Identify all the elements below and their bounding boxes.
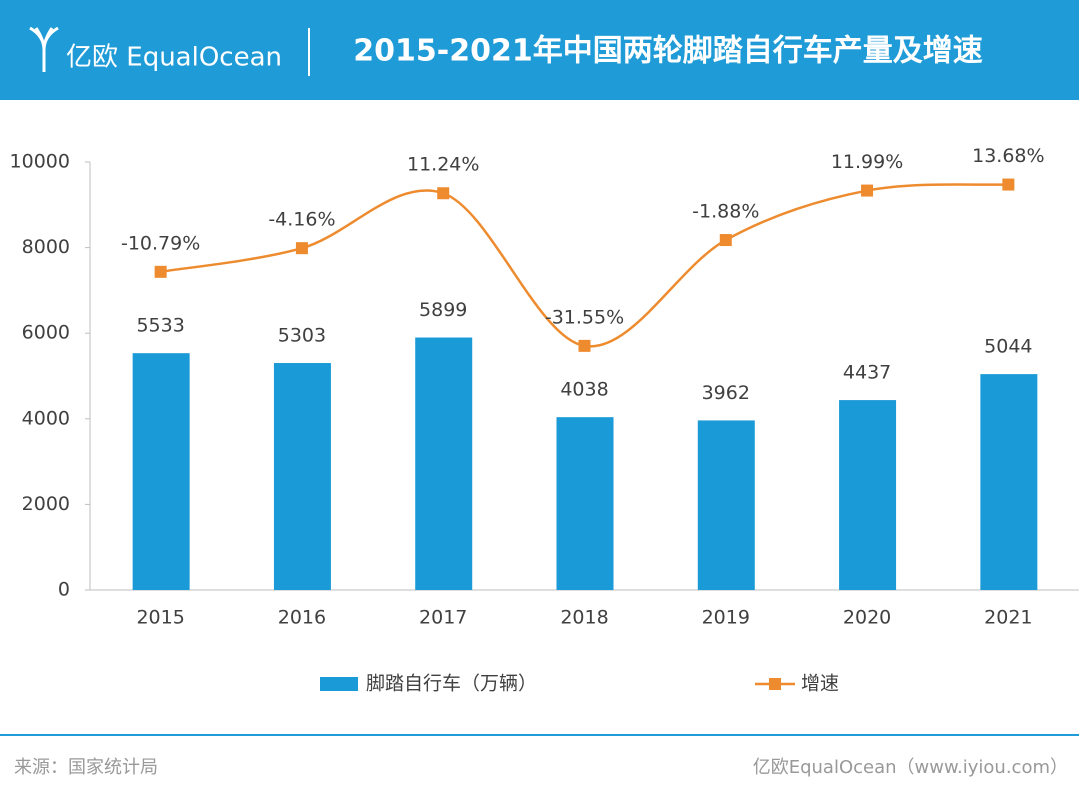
line-marker [437,187,450,200]
y-tick-label: 0 [58,579,70,601]
line-marker [295,242,308,255]
x-tick-label: 2016 [278,607,326,629]
line-label: -31.55% [545,306,624,328]
logo-text: 亿欧 EqualOcean [66,43,282,73]
x-tick-label: 2019 [702,607,750,629]
bar [556,417,614,590]
bar [697,420,755,590]
logo-icon [29,26,59,72]
bar-label: 4437 [843,362,891,384]
legend-swatch [320,677,358,691]
source: 来源：国家统计局 [14,757,158,778]
bar-label: 5044 [984,336,1032,358]
y-tick-label: 4000 [22,407,70,429]
y-tick-label: 8000 [22,236,70,258]
bar-label: 5899 [419,299,467,321]
line-label: -1.88% [692,201,759,223]
x-tick-label: 2015 [136,607,184,629]
line-label: -4.16% [268,209,335,231]
legend-label: 脚踏自行车（万辆） [366,673,537,695]
bar-label: 4038 [560,379,608,401]
legend-swatch-marker [769,678,781,690]
line-label: -10.79% [121,232,200,254]
credit: 亿欧EqualOcean（www.iyiou.com） [753,757,1068,778]
bar-label: 5303 [278,325,326,347]
chart-title: 2015-2021年中国两轮脚踏自行车产量及增速 [353,34,982,69]
line-marker [861,184,874,197]
line-label: 11.99% [831,151,903,173]
line-marker [578,339,591,352]
bar [132,353,190,590]
bar-label: 3962 [702,382,750,404]
bar [415,337,473,590]
bar-label: 5533 [136,315,184,337]
x-tick-label: 2017 [419,607,467,629]
x-tick-label: 2021 [984,607,1032,629]
y-tick-label: 10000 [10,151,70,173]
legend-label: 增速 [801,673,839,695]
line-marker [719,234,732,247]
bar [980,374,1038,590]
x-tick-label: 2020 [843,607,891,629]
bar [839,400,897,590]
bar [273,363,331,590]
line-label: 13.68% [972,145,1044,167]
line-label: 11.24% [407,154,479,176]
y-tick-label: 6000 [22,322,70,344]
line-marker [1002,178,1015,191]
x-tick-label: 2018 [560,607,608,629]
line-marker [154,265,167,278]
header-band [0,0,1079,100]
y-tick-label: 2000 [22,493,70,515]
